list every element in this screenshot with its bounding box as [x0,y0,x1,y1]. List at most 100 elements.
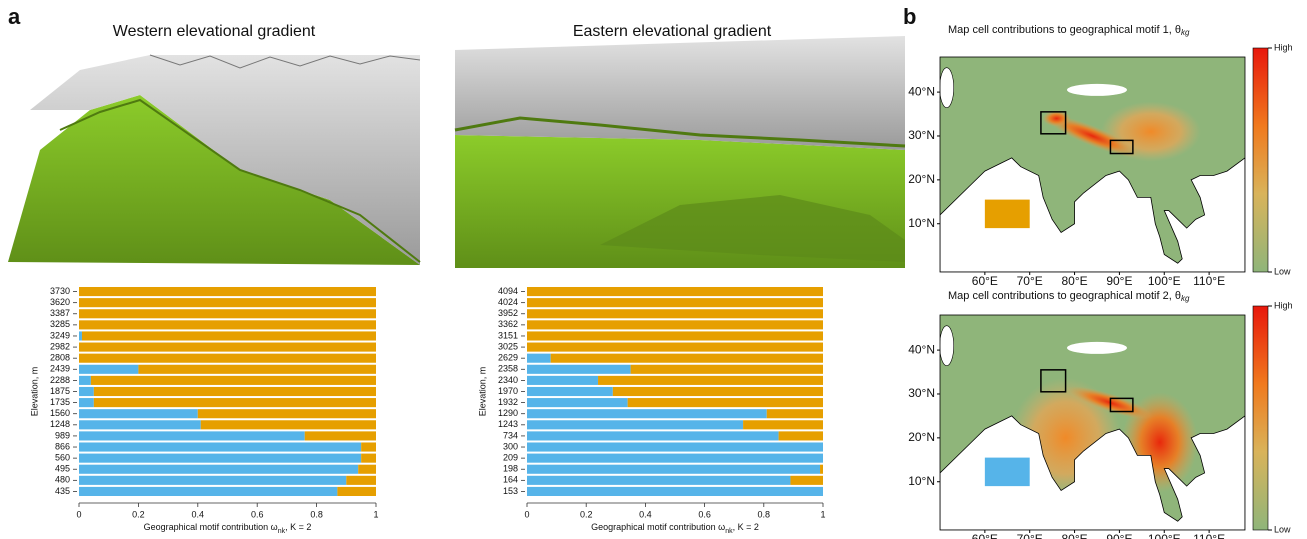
y-tick-label: 3249 [50,330,70,340]
colorbar-label: Low [1274,524,1291,534]
bar-segment [361,454,376,463]
y-tick-label: 2288 [50,375,70,385]
y-tick-label: 40°N [908,84,935,98]
bar-segment [79,420,201,429]
bar-segment [91,376,376,385]
x-axis-label-tail: , K = 2 [733,522,759,532]
bar-segment [527,465,820,474]
bar-segment [79,298,376,307]
x-tick-label: 60°E [972,274,998,288]
bar-segment [598,376,823,385]
x-tick-label: 70°E [1017,274,1043,288]
map-title: Map cell contributions to geographical m… [948,24,1190,37]
bar-segment [527,320,823,329]
y-tick-label: 30°N [908,386,935,400]
bar-segment [305,431,376,440]
bar-segment [79,409,198,418]
x-tick-label: 0.2 [132,509,145,519]
bar-segment [767,409,823,418]
bar-segment [79,354,376,363]
bar-segment [527,398,628,407]
y-tick-label: 1970 [498,386,518,396]
colorbar-label: Low [1274,266,1291,276]
x-tick-label: 0.6 [251,509,264,519]
x-tick-label: 1 [373,509,378,519]
y-tick-label: 2808 [50,353,70,363]
bar-segment [79,320,376,329]
bar-segment [527,309,823,318]
map [940,57,1245,272]
y-tick-label: 10°N [908,474,935,488]
y-tick-label: 1875 [50,386,70,396]
y-tick-label: 495 [55,464,70,474]
y-tick-label: 3620 [50,297,70,307]
x-axis-label-tail: , K = 2 [285,522,311,532]
y-tick-label: 3387 [50,308,70,318]
y-tick-label: 2629 [498,353,518,363]
map-panel: Map cell contributions to geographical m… [908,24,1292,288]
y-tick-label: 3952 [498,308,518,318]
bar-segment [79,365,138,374]
bar-segment [527,343,823,352]
bar-segment [79,431,305,440]
map-panel: Map cell contributions to geographical m… [908,290,1292,539]
bar-segment [361,442,376,451]
y-tick-label: 1243 [498,419,518,429]
map-title-sub: kg [1181,294,1190,303]
figure: abWestern elevational gradient3730362033… [0,0,1307,539]
x-axis-label: Geographical motif contribution ωnk, K =… [144,522,312,534]
bar-segment [527,331,823,340]
x-tick-label: 110°E [1193,274,1225,288]
terrain-west [8,55,420,265]
y-tick-label: 3362 [498,319,518,329]
y-tick-label: 4094 [498,286,518,296]
y-axis-label: Elevation, m [29,367,39,417]
y-tick-label: 989 [55,430,70,440]
bar-segment [820,465,823,474]
caspian [940,68,954,108]
y-tick-label: 2982 [50,341,70,351]
y-tick-label: 20°N [908,172,935,186]
bar-segment [79,454,361,463]
bar-segment [201,420,376,429]
bar-segment [79,465,358,474]
x-tick-label: 0 [524,509,529,519]
x-tick-label: 0.8 [758,509,771,519]
y-tick-label: 866 [55,441,70,451]
x-axis-label-text: Geographical motif contribution ω [591,522,725,532]
x-tick-label: 0.4 [192,509,205,519]
map [940,315,1245,530]
y-tick-label: 3025 [498,341,518,351]
bar-segment [631,365,823,374]
y-tick-label: 209 [503,453,518,463]
map-title-text: Map cell contributions to geographical m… [948,290,1181,302]
bar-segment [527,287,823,296]
y-tick-label: 1735 [50,397,70,407]
y-tick-label: 30°N [908,128,935,142]
y-tick-label: 10°N [908,216,935,230]
bar-segment [79,387,94,396]
y-tick-label: 480 [55,475,70,485]
x-tick-label: 1 [820,509,825,519]
motif-swatch [985,200,1030,229]
bar-segment [79,331,82,340]
x-tick-label: 0.6 [698,509,711,519]
bar-segment [527,298,823,307]
chart-title: Eastern elevational gradient [573,23,772,40]
bar-segment [94,387,376,396]
bar-segment [779,431,823,440]
bar-segment [79,287,376,296]
bar-segment [527,420,743,429]
y-tick-label: 153 [503,486,518,496]
bar-segment [527,409,767,418]
bar-segment [79,309,376,318]
bar-segment [94,398,376,407]
y-tick-label: 198 [503,464,518,474]
bar-segment [79,398,94,407]
colorbar-label: High [1274,300,1293,310]
bar-segment [743,420,823,429]
panel-label: b [903,4,916,29]
x-axis-label: Geographical motif contribution ωnk, K =… [591,522,759,534]
bar-segment [198,409,376,418]
y-tick-label: 3151 [498,330,518,340]
